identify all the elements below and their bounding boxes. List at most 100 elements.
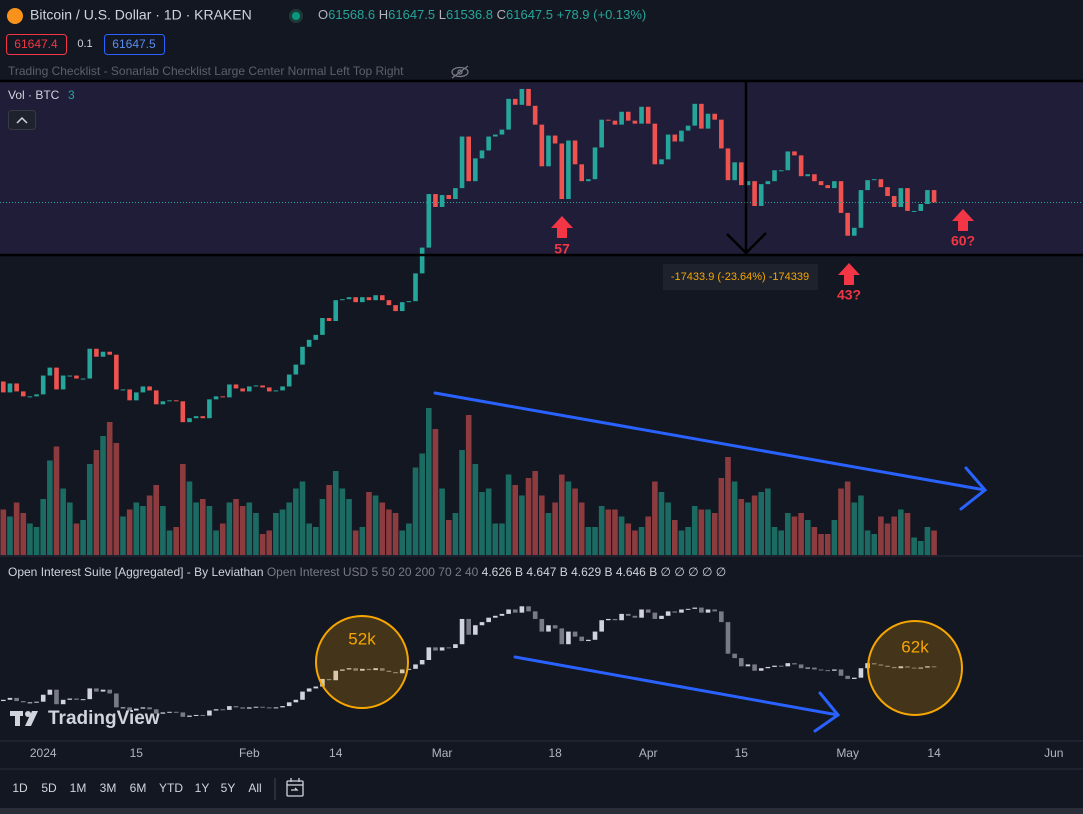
candle: [320, 678, 325, 687]
range-button[interactable]: YTD: [159, 781, 183, 795]
volume-bar: [186, 481, 193, 555]
candle: [187, 715, 192, 717]
collapse-button[interactable]: [8, 110, 36, 130]
oi-value: 4.629 B: [571, 565, 612, 579]
candle: [772, 665, 777, 667]
volume-bar: [53, 446, 60, 555]
volume-bar: [592, 527, 598, 555]
candle: [725, 148, 731, 181]
candle: [911, 667, 917, 669]
volume-bar: [519, 495, 525, 555]
range-button[interactable]: 6M: [130, 781, 147, 795]
candle: [207, 710, 212, 716]
candle: [719, 611, 724, 623]
candle: [107, 689, 112, 694]
candle: [40, 694, 46, 702]
candle: [393, 305, 398, 312]
volume-bar: [671, 520, 678, 555]
candle: [94, 348, 99, 357]
candle: [592, 631, 598, 640]
volume-bar: [166, 530, 173, 555]
range-button[interactable]: 1Y: [195, 781, 210, 795]
volume-bar: [804, 520, 811, 555]
range-button[interactable]: 5D: [41, 781, 57, 795]
sell-button[interactable]: [6, 34, 67, 55]
candle: [173, 711, 179, 713]
date-range-icon[interactable]: [286, 778, 304, 797]
candle: [160, 712, 166, 714]
candle: [599, 620, 604, 632]
hide-icon[interactable]: [451, 65, 469, 79]
candle: [931, 666, 937, 668]
candle: [133, 708, 139, 711]
candle: [805, 667, 811, 669]
candle: [878, 179, 884, 188]
candle: [645, 106, 651, 124]
volume-bar: [499, 523, 505, 555]
range-button[interactable]: 1D: [12, 781, 28, 795]
range-button[interactable]: 5Y: [221, 781, 236, 795]
range-button[interactable]: 1M: [70, 781, 87, 795]
candle: [566, 140, 571, 200]
candle: [891, 666, 897, 669]
buy-button[interactable]: [104, 34, 165, 55]
candle: [785, 151, 791, 171]
candle: [306, 688, 312, 692]
oi-params: Open Interest USD 5 50 20 200 70 2 40: [267, 565, 479, 579]
candle: [479, 622, 485, 626]
candle: [366, 297, 372, 301]
candle: [738, 162, 744, 186]
candle: [140, 386, 146, 393]
candle: [818, 181, 824, 186]
volume-bar: [545, 513, 552, 555]
volume-bar: [625, 523, 632, 555]
candle: [612, 618, 618, 621]
candle: [625, 613, 631, 616]
candle: [512, 609, 518, 613]
candle: [659, 615, 664, 619]
change: +78.9 (+0.13%): [557, 7, 647, 22]
volume-bar: [512, 485, 519, 555]
candle: [905, 188, 910, 211]
x-tick-label: 2024: [30, 746, 57, 760]
candle: [114, 354, 119, 390]
arrow-60: [952, 209, 974, 231]
candle: [639, 609, 644, 618]
volume-bar: [605, 509, 612, 555]
candle: [586, 179, 591, 182]
volume-bar: [745, 502, 751, 555]
range-button[interactable]: 3M: [100, 781, 117, 795]
volume-bar: [7, 516, 13, 555]
candle: [47, 689, 53, 695]
candle: [80, 378, 86, 380]
candle: [54, 367, 59, 390]
o-value: 61568.6: [328, 7, 375, 22]
candle: [306, 339, 312, 347]
candle: [200, 416, 206, 419]
candle: [453, 188, 458, 200]
buy-price[interactable]: 61647.5: [112, 37, 156, 51]
collapse-icon[interactable]: [16, 116, 28, 124]
candle: [479, 150, 485, 159]
volume-bar: [406, 523, 412, 555]
candle: [539, 618, 545, 632]
range-button[interactable]: All: [248, 781, 261, 795]
trend-arrow: [433, 391, 988, 511]
volume-bar: [878, 516, 884, 555]
candle: [147, 386, 152, 391]
candle: [459, 136, 465, 189]
candle: [738, 658, 744, 667]
candle: [366, 668, 372, 671]
volume-bar: [47, 460, 53, 555]
volume-bar: [665, 502, 671, 555]
candle: [526, 606, 531, 612]
volume-bar: [485, 488, 492, 555]
volume-bar: [632, 530, 638, 555]
x-tick-label: Mar: [432, 746, 453, 760]
candle: [60, 699, 66, 705]
sell-price[interactable]: 61647.4: [14, 37, 58, 51]
x-tick-label: 18: [548, 746, 562, 760]
volume-bar: [858, 495, 864, 555]
candle: [865, 180, 870, 191]
